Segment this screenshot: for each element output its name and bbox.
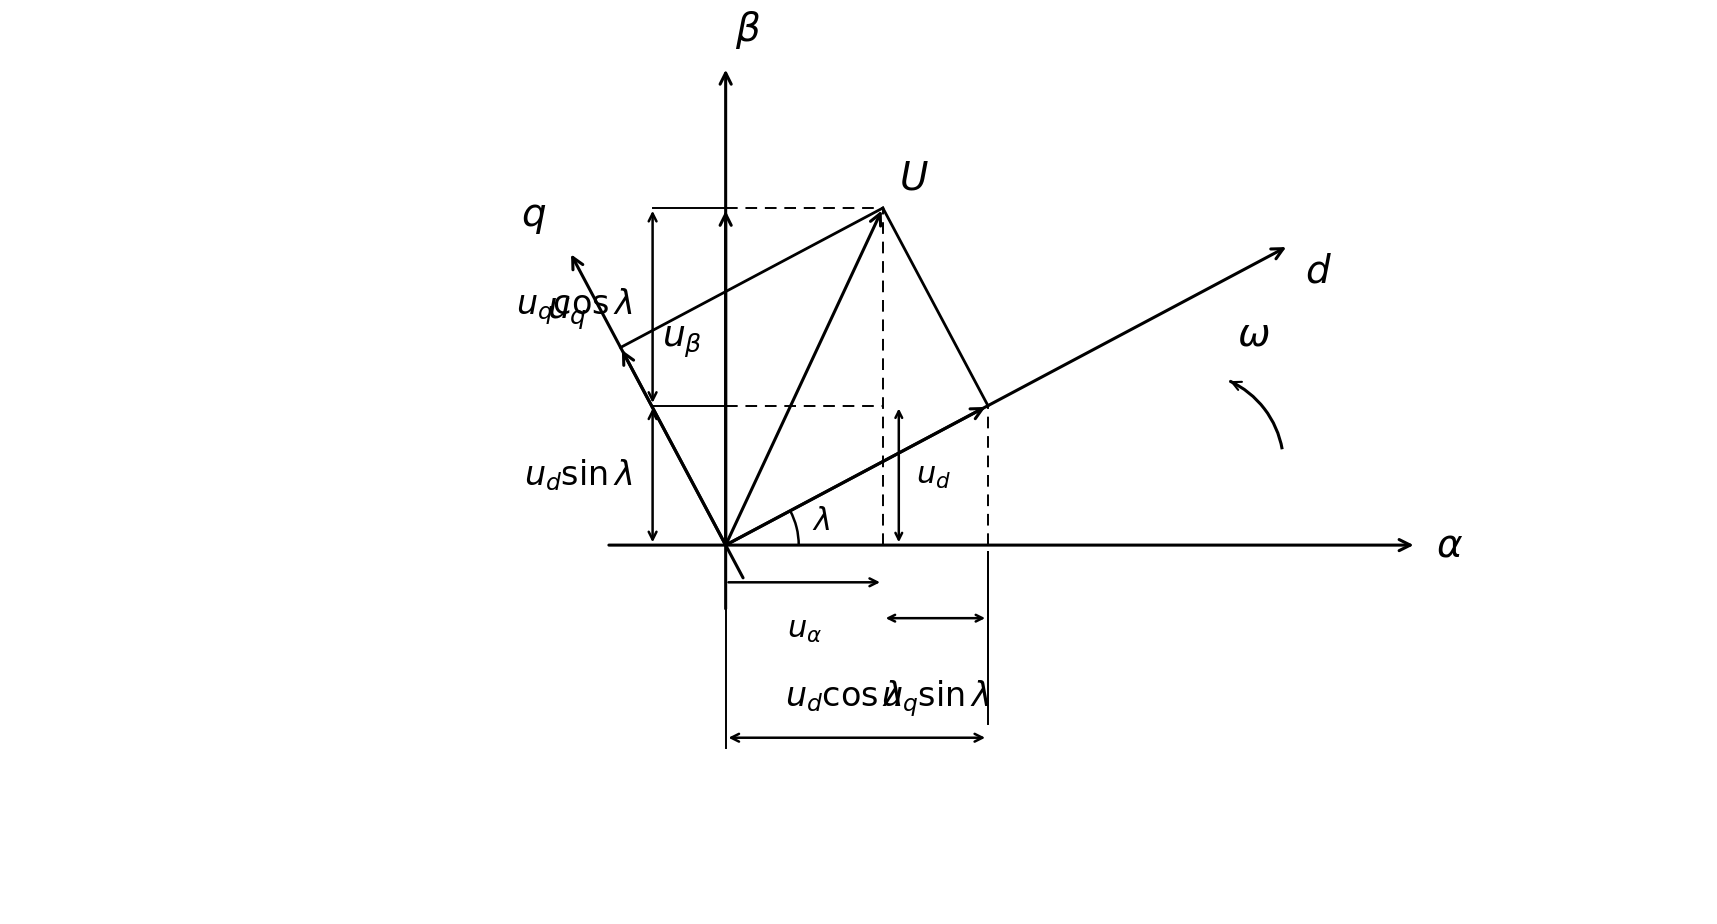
Text: $u_{\beta}$: $u_{\beta}$ [661, 325, 702, 360]
Text: $\beta$: $\beta$ [735, 9, 761, 51]
Text: $\lambda$: $\lambda$ [812, 505, 831, 537]
Text: $u_{d}\sin\lambda$: $u_{d}\sin\lambda$ [524, 457, 632, 493]
Text: $\omega$: $\omega$ [1236, 316, 1271, 354]
Text: $d$: $d$ [1305, 252, 1331, 290]
Text: $u_{d}$: $u_{d}$ [917, 460, 951, 491]
Text: $u_{q}$: $u_{q}$ [548, 297, 587, 332]
Text: $q$: $q$ [520, 198, 546, 236]
Text: $u_{d}\cos\lambda$: $u_{d}\cos\lambda$ [785, 678, 901, 713]
Text: $u_{q}\cos\lambda$: $u_{q}\cos\lambda$ [515, 286, 632, 327]
Text: $\alpha$: $\alpha$ [1437, 526, 1463, 565]
Text: $U$: $U$ [898, 159, 929, 198]
Text: $u_{q}\sin\lambda$: $u_{q}\sin\lambda$ [881, 678, 989, 719]
Text: $u_{\alpha}$: $u_{\alpha}$ [786, 614, 822, 645]
